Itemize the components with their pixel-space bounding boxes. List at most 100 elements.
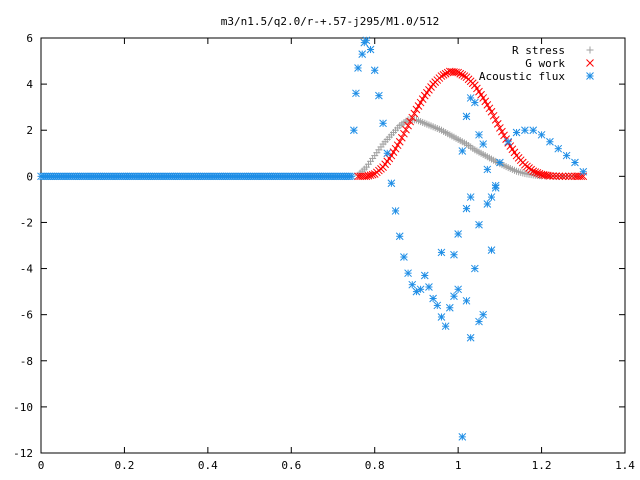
axis-ticks: 0 0.2 0.4 0.6 0.8 1 1.2 1.4 6 4 2 0 -2 -4 -6 -8 -10 -12	[13, 32, 635, 472]
data-point	[391, 207, 400, 215]
y-tick-label: -10	[13, 401, 33, 414]
data-point	[400, 129, 408, 138]
data-point	[395, 137, 404, 146]
data-point	[445, 303, 454, 312]
data-point	[521, 126, 529, 135]
data-point	[360, 165, 368, 173]
y-tick-label: -2	[20, 216, 33, 229]
data-point	[450, 68, 458, 76]
data-point	[397, 133, 406, 142]
plot-frame	[40, 37, 626, 454]
data-point	[408, 113, 417, 122]
data-point	[416, 98, 425, 107]
data-point	[510, 166, 518, 174]
data-point	[450, 292, 458, 301]
data-point	[475, 220, 483, 229]
data-point	[389, 148, 398, 156]
data-point	[481, 97, 490, 106]
legend-marker	[586, 72, 594, 80]
x-tick-label: 0	[38, 459, 45, 472]
data-point	[491, 115, 500, 124]
y-tick-label: -8	[20, 355, 33, 368]
data-point	[579, 167, 588, 176]
data-point	[420, 271, 429, 280]
data-point	[404, 269, 412, 278]
data-point	[470, 264, 479, 273]
data-point	[379, 119, 387, 128]
data-point	[368, 170, 377, 179]
x-tick-label: 0.2	[114, 459, 134, 472]
data-point	[479, 310, 488, 319]
y-tick-label: 0	[26, 170, 33, 183]
data-point	[441, 322, 450, 331]
data-point	[408, 280, 417, 289]
data-point	[483, 200, 492, 208]
data-point	[444, 130, 452, 138]
data-point	[477, 149, 485, 157]
data-point	[500, 131, 508, 140]
data-point	[437, 313, 446, 321]
data-point	[427, 122, 435, 130]
legend-label: R stress	[512, 44, 565, 57]
data-point	[555, 172, 564, 181]
data-point	[504, 137, 513, 146]
x-tick-label: 0.6	[281, 459, 301, 472]
data-point	[433, 301, 442, 310]
y-tick-label: 2	[26, 124, 33, 137]
y-tick-label: -12	[13, 447, 33, 460]
data-point	[452, 68, 460, 77]
series-0	[354, 116, 579, 180]
data-point	[510, 148, 519, 157]
data-point	[475, 130, 483, 139]
data-point	[533, 169, 542, 177]
data-point	[350, 126, 358, 135]
y-tick-label: 4	[26, 78, 33, 91]
data-point	[571, 158, 579, 167]
data-point	[418, 95, 427, 103]
data-point	[502, 163, 510, 171]
data-point	[410, 109, 419, 118]
data-point	[479, 140, 488, 148]
legend-label: Acoustic flux	[479, 70, 565, 83]
data-point	[466, 193, 475, 201]
data-point	[485, 154, 493, 162]
data-point	[358, 172, 367, 181]
data-point	[531, 168, 540, 176]
data-point	[493, 120, 502, 128]
data-point	[489, 111, 498, 120]
data-point	[527, 165, 535, 174]
legend-marker	[586, 59, 594, 67]
data-point	[435, 74, 444, 82]
data-point	[529, 126, 538, 135]
data-point	[425, 283, 433, 291]
data-point	[460, 139, 468, 147]
data-point	[487, 193, 496, 201]
data-point	[487, 107, 496, 116]
data-point	[462, 204, 471, 213]
legend-label: G work	[525, 57, 565, 70]
data-point	[352, 89, 360, 98]
data-point	[491, 181, 500, 190]
data-point	[427, 83, 435, 91]
data-point	[487, 246, 496, 254]
data-point	[462, 112, 471, 121]
data-point	[496, 124, 504, 132]
data-point	[393, 141, 402, 150]
data-point	[496, 158, 504, 167]
data-point	[469, 144, 477, 152]
y-tick-label: 6	[26, 32, 33, 45]
data-point	[475, 317, 483, 326]
data-point	[454, 230, 462, 238]
data-point	[375, 91, 383, 100]
data-point	[439, 71, 448, 79]
x-tick-label: 1.4	[615, 459, 635, 472]
x-tick-label: 1.2	[532, 459, 552, 472]
data-point	[541, 171, 550, 180]
series-2	[350, 36, 588, 441]
data-point	[485, 104, 494, 113]
data-point	[458, 147, 467, 155]
chart-title: m3/n1.5/q2.0/r-+.57-j295/M1.0/512	[221, 15, 440, 28]
data-point	[549, 172, 557, 180]
data-point	[435, 125, 443, 133]
